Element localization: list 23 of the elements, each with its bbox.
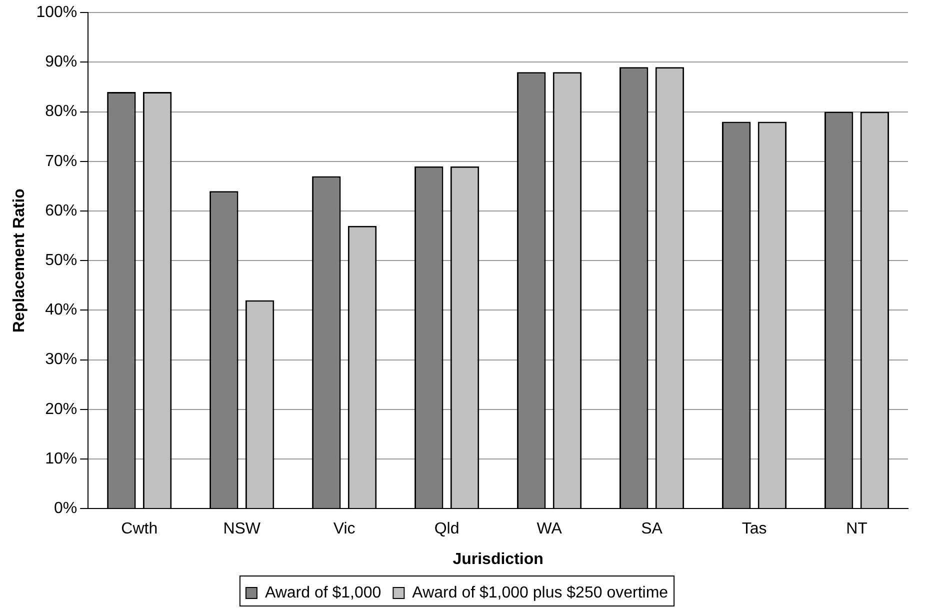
y-tick-label: 90% xyxy=(45,54,78,71)
x-tick-label: Qld xyxy=(434,520,460,538)
y-tick-label: 30% xyxy=(45,351,78,368)
y-axis-title: Replacement Ratio xyxy=(11,188,28,333)
y-tick-label: 80% xyxy=(45,103,78,120)
x-tick-label: Cwth xyxy=(121,520,158,538)
y-tick-label: 20% xyxy=(45,400,78,418)
x-axis-title: Jurisdiction xyxy=(452,550,544,568)
y-tick-label: 70% xyxy=(45,152,78,170)
y-tick-label: 0% xyxy=(54,500,78,518)
y-tick-label: 10% xyxy=(45,450,78,468)
y-tick-label: 50% xyxy=(45,252,78,270)
y-tick-label: 60% xyxy=(45,202,78,220)
x-tick-label: Tas xyxy=(742,520,767,538)
y-tick-label: 100% xyxy=(36,4,78,22)
legend-label: Award of $1,000 plus $250 overtime xyxy=(412,584,668,602)
x-tick-label: SA xyxy=(641,520,663,538)
x-tick-label: NSW xyxy=(223,520,262,538)
legend-label: Award of $1,000 xyxy=(264,584,382,602)
x-tick-label: NT xyxy=(846,520,868,538)
y-tick-label: 40% xyxy=(45,302,78,319)
x-tick-label: WA xyxy=(536,520,562,538)
x-tick-label: Vic xyxy=(333,520,356,538)
